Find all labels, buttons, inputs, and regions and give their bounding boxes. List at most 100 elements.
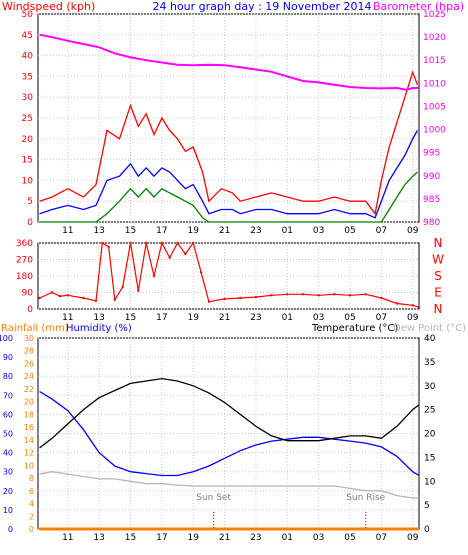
temperature-hour-label: 21 — [219, 533, 230, 543]
temperature-tick: 15 — [424, 453, 435, 463]
wind-direction-point — [82, 296, 85, 300]
rainfall-tick: 0 — [29, 525, 34, 534]
windspeed-tick: 40 — [22, 52, 34, 62]
wind-direction-point — [66, 294, 70, 297]
temperature-hour-label: 01 — [282, 533, 293, 543]
wind-direction-point — [38, 296, 41, 300]
wind-direction-point — [286, 293, 289, 296]
windspeed-axis-label: Windspeed (kph) — [2, 0, 95, 13]
direction-hour-label: 03 — [313, 313, 324, 323]
wind-direction-point — [168, 256, 171, 259]
wind-direction-point — [199, 271, 203, 274]
humidity-series-line — [39, 390, 420, 477]
wind-hour-label: 15 — [125, 226, 136, 236]
direction-tick: 0 — [27, 305, 33, 315]
humidity-tick: 80 — [3, 372, 13, 381]
wind-hour-label: 11 — [62, 226, 73, 236]
rainfall-tick: 4 — [29, 500, 34, 509]
temperature-hour-label: 07 — [376, 533, 387, 543]
direction-tick: 180 — [16, 272, 33, 282]
wind-direction-point — [239, 296, 242, 300]
barometer-tick: 995 — [423, 149, 440, 159]
wind-hour-label: 19 — [187, 226, 199, 236]
temperature-tick: 30 — [424, 382, 436, 392]
barometer-axis-label: Barometer (hpa) — [373, 0, 464, 13]
compass-letter: E — [434, 286, 442, 300]
wind-direction-point — [192, 241, 195, 245]
wind-direction-point — [58, 295, 62, 298]
wind-direction-point — [176, 241, 179, 245]
direction-tick-labels: 0 90 180 270 360 — [16, 239, 33, 315]
barometer-tick: 1015 — [423, 56, 446, 66]
temperature-tick: 5 — [424, 501, 430, 511]
direction-hour-label: 09 — [407, 313, 419, 323]
gust-series-line — [39, 70, 419, 216]
windspeed-tick: 20 — [22, 135, 34, 145]
wind-hour-label: 07 — [376, 226, 387, 236]
rainfall-tick: 8 — [29, 474, 34, 483]
temperature-hour-label: 11 — [62, 533, 73, 543]
windspeed-tick: 25 — [22, 114, 33, 124]
humidity-tick: 50 — [3, 430, 13, 439]
barometer-tick: 990 — [423, 172, 440, 182]
wind-direction-point — [333, 293, 336, 296]
wind-panel-series — [39, 33, 419, 223]
wind-direction-point — [254, 295, 258, 299]
windspeed-tick: 0 — [27, 218, 33, 228]
wind-direction-point — [364, 293, 367, 296]
rainfall-tick: 22 — [24, 385, 34, 394]
barometer-tick: 1025 — [423, 10, 446, 20]
compass-letter: S — [434, 269, 442, 283]
wind-hour-label: 23 — [250, 226, 261, 236]
barometer-tick-labels: 980 985 990 995 1000 1005 1010 1015 1020 1025 — [423, 10, 446, 228]
direction-hour-label: 07 — [376, 313, 387, 323]
wind-direction-point — [50, 291, 54, 294]
rainfall-tick: 16 — [24, 423, 34, 432]
chart-title: 24 hour graph day : 19 November 2014 — [152, 0, 371, 13]
rainfall-tick: 20 — [24, 398, 34, 407]
windspeed-tick: 15 — [22, 156, 33, 166]
direction-hour-label: 23 — [250, 313, 261, 323]
barometer-tick: 1000 — [423, 126, 446, 136]
temperature-tick: 0 — [424, 525, 430, 535]
wind-hour-label: 13 — [93, 226, 104, 236]
wind-direction-point — [223, 297, 226, 301]
temperature-tick: 40 — [424, 334, 436, 344]
wind-direction-point — [137, 289, 140, 292]
temperature-hour-label: 23 — [250, 533, 261, 543]
wind-direction-point — [107, 245, 110, 248]
temperature-hour-label: 15 — [125, 533, 136, 543]
temperature-series-line — [39, 377, 420, 449]
barometer-tick: 1010 — [423, 79, 446, 89]
wind-hour-label: 03 — [313, 226, 324, 236]
barometer-tick: 1005 — [423, 102, 446, 112]
dewpoint-axis-label: Dew Point (°C) — [393, 323, 466, 334]
wind-direction-point — [121, 285, 124, 289]
barometer-tick: 1020 — [423, 33, 446, 43]
rainfall-tick: 6 — [29, 487, 34, 496]
temperature-hour-label: 13 — [93, 533, 104, 543]
wind-direction-point — [129, 241, 132, 245]
windspeed-tick: 10 — [22, 176, 34, 186]
temperature-hour-label: 09 — [407, 533, 419, 543]
temperature-tick-labels: 0 5 10 15 20 25 30 35 40 — [424, 334, 436, 535]
wind-direction-point — [411, 304, 414, 307]
wind-direction-point — [348, 294, 352, 297]
direction-hour-label: 11 — [62, 313, 73, 323]
wind-direction-point — [184, 252, 187, 256]
wind-direction-point — [417, 306, 421, 309]
direction-hour-label: 15 — [125, 313, 136, 323]
temperature-hour-label: 19 — [187, 533, 199, 543]
wind-direction-point — [380, 296, 383, 300]
rainfall-tick: 30 — [24, 334, 34, 343]
windspeed-tick: 35 — [22, 72, 33, 82]
wind-direction-point — [145, 241, 148, 245]
compass-letter: N — [434, 236, 443, 250]
windspeed-tick: 5 — [27, 197, 33, 207]
humidity-tick: 10 — [3, 506, 13, 515]
wind-direction-point — [113, 298, 117, 301]
barometer-tick: 980 — [423, 218, 440, 228]
